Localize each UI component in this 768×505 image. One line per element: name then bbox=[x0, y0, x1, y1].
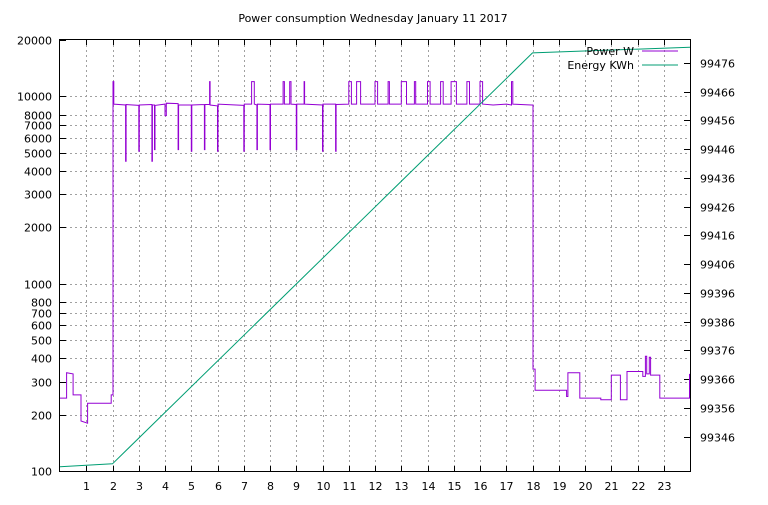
y2-tick-label: 99476 bbox=[700, 58, 735, 71]
y-tick-label: 800 bbox=[31, 297, 52, 310]
y-tick-label: 8000 bbox=[24, 110, 52, 123]
x-tick-label: 15 bbox=[448, 480, 462, 493]
y2-tick-label: 99356 bbox=[700, 403, 735, 416]
x-tick-label: 22 bbox=[632, 480, 646, 493]
x-tick-label: 5 bbox=[188, 480, 195, 493]
x-tick-label: 8 bbox=[267, 480, 274, 493]
x-tick-label: 4 bbox=[162, 480, 169, 493]
x-tick-label: 2 bbox=[110, 480, 117, 493]
chart-title: Power consumption Wednesday January 11 2… bbox=[238, 12, 507, 25]
y-tick-label: 7000 bbox=[24, 120, 52, 133]
x-tick-label: 14 bbox=[422, 480, 436, 493]
y-tick-label: 3000 bbox=[24, 189, 52, 202]
grid-lines bbox=[60, 40, 690, 471]
series-line-energy bbox=[59, 46, 691, 468]
y-tick-label: 600 bbox=[31, 320, 52, 333]
y-tick-label: 500 bbox=[31, 335, 52, 348]
y2-tick-label: 99376 bbox=[700, 345, 735, 358]
y-tick-label: 4000 bbox=[24, 166, 52, 179]
y-tick-label: 700 bbox=[31, 308, 52, 321]
x-tick-label: 13 bbox=[395, 480, 409, 493]
y-tick-label: 5000 bbox=[24, 148, 52, 161]
x-tick-label: 10 bbox=[317, 480, 331, 493]
y2-tick-label: 99456 bbox=[700, 115, 735, 128]
x-tick-label: 11 bbox=[343, 480, 357, 493]
x-tick-label: 6 bbox=[215, 480, 222, 493]
x-tick-label: 7 bbox=[241, 480, 248, 493]
x-tick-label: 9 bbox=[293, 480, 300, 493]
y-tick-label: 1000 bbox=[24, 279, 52, 292]
y-tick-label: 400 bbox=[31, 353, 52, 366]
x-tick-label: 19 bbox=[553, 480, 567, 493]
y2-tick-label: 99386 bbox=[700, 317, 735, 330]
series-lines bbox=[59, 46, 691, 468]
y-tick-label: 10000 bbox=[17, 91, 52, 104]
y2-tick-label: 99446 bbox=[700, 144, 735, 157]
x-tick-label: 18 bbox=[527, 480, 541, 493]
x-tick-label: 21 bbox=[605, 480, 619, 493]
x-tick-label: 1 bbox=[83, 480, 90, 493]
x-tick-label: 23 bbox=[658, 480, 672, 493]
legend-label: Power W bbox=[586, 45, 634, 58]
y2-tick-label: 99416 bbox=[700, 230, 735, 243]
y2-tick-label: 99426 bbox=[700, 202, 735, 215]
y-tick-label: 2000 bbox=[24, 222, 52, 235]
legend-label: Energy KWh bbox=[567, 59, 634, 72]
plot-border bbox=[59, 39, 691, 472]
y2-tick-label: 99366 bbox=[700, 374, 735, 387]
y2-tick-label: 99396 bbox=[700, 288, 735, 301]
y-tick-label: 6000 bbox=[24, 133, 52, 146]
x-tick-label: 16 bbox=[474, 480, 488, 493]
series-line-power bbox=[60, 81, 690, 424]
x-tick-label: 12 bbox=[369, 480, 383, 493]
x-tick-label: 17 bbox=[500, 480, 514, 493]
y2-tick-label: 99406 bbox=[700, 259, 735, 272]
axis-ticks: 1 2 3 4 5 6 7 8 9 10 11 12 13 14 15 16 17 18 19 20 21 22 23100… bbox=[17, 35, 735, 494]
y2-tick-label: 99466 bbox=[700, 87, 735, 100]
y2-tick-label: 99346 bbox=[700, 432, 735, 445]
y2-tick-label: 99436 bbox=[700, 173, 735, 186]
y-tick-label: 20000 bbox=[17, 35, 52, 48]
x-tick-label: 20 bbox=[579, 480, 593, 493]
x-tick-label: 3 bbox=[136, 480, 143, 493]
y-tick-label: 300 bbox=[31, 377, 52, 390]
y-tick-label: 100 bbox=[31, 466, 52, 479]
y-tick-label: 200 bbox=[31, 410, 52, 423]
